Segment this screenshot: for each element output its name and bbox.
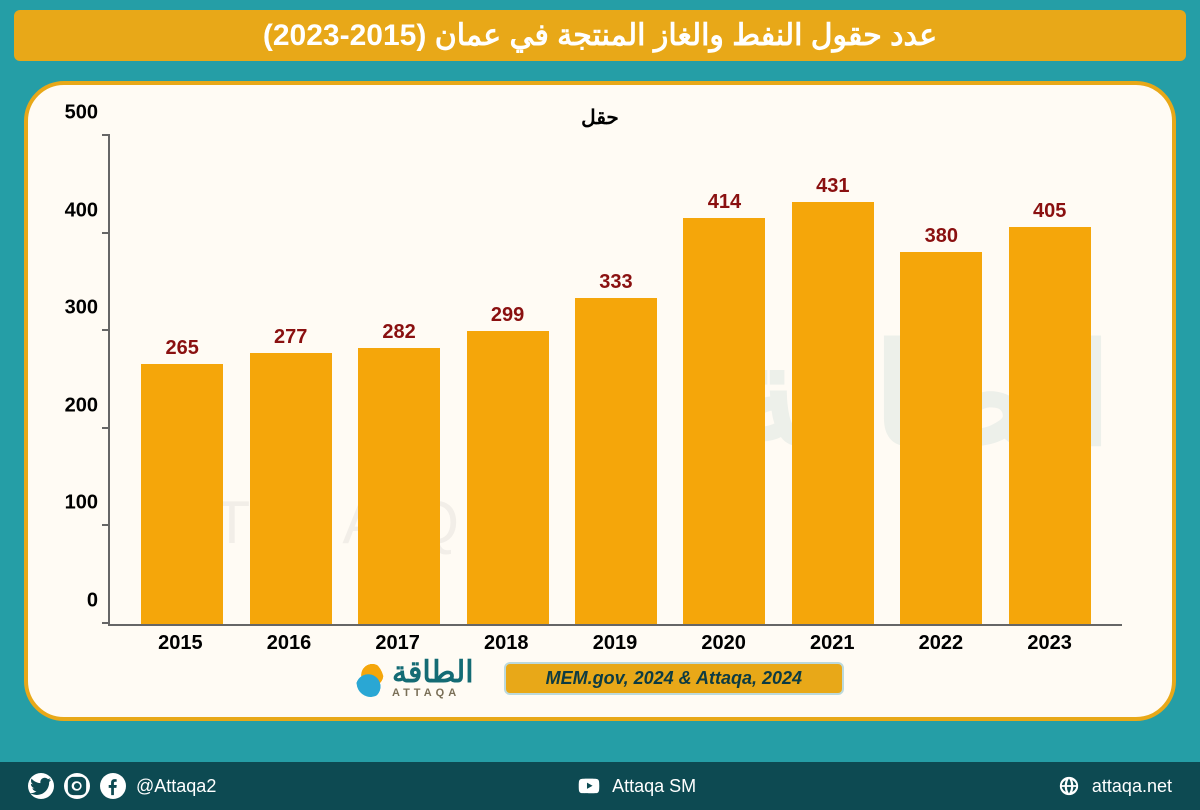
x-axis-label: 2018 (461, 632, 551, 655)
bar (1009, 227, 1091, 624)
social-center: Attaqa SM (576, 773, 696, 799)
bar-group: 431 (788, 175, 878, 624)
bar-value-label: 405 (1033, 200, 1066, 223)
bar-value-label: 380 (925, 225, 958, 248)
bar (683, 218, 765, 624)
facebook-icon (100, 773, 126, 799)
bar-value-label: 431 (816, 175, 849, 198)
bar (575, 298, 657, 624)
x-axis-label: 2020 (679, 632, 769, 655)
x-axis-labels: 2015 2016 2017 2018 2019 2020 2021 2022 2023 (108, 626, 1122, 655)
x-axis-label: 2021 (787, 632, 877, 655)
bar-group: 414 (679, 191, 769, 624)
bar-value-label: 282 (382, 321, 415, 344)
y-axis-label: 100 (65, 492, 98, 515)
y-axis-label: 200 (65, 394, 98, 417)
x-axis-label: 2017 (353, 632, 443, 655)
bar (141, 364, 223, 624)
social-left: @Attaqa2 (28, 773, 216, 799)
bar-group: 282 (354, 321, 444, 624)
brand-logo: الطاقة ATTAQA (356, 658, 474, 699)
youtube-handle: Attaqa SM (612, 776, 696, 797)
page-title: عدد حقول النفط والغاز المنتجة في عمان (2… (14, 10, 1186, 61)
website-url: attaqa.net (1092, 776, 1172, 797)
bar-group: 333 (571, 271, 661, 624)
x-axis-label: 2023 (1005, 632, 1095, 655)
footer-bar: @Attaqa2 Attaqa SM attaqa.net (0, 762, 1200, 810)
flame-icon (354, 659, 387, 699)
bar (358, 348, 440, 624)
y-tick (102, 134, 110, 136)
y-tick (102, 232, 110, 234)
youtube-icon (576, 773, 602, 799)
chart-card: الطاقة ATTAQA حقل 265 277 282 299 333 414 431 3… (24, 81, 1176, 721)
x-axis-label: 2022 (896, 632, 986, 655)
source-citation: MEM.gov, 2024 & Attaqa, 2024 (504, 662, 844, 695)
bar (792, 202, 874, 624)
x-axis-label: 2016 (244, 632, 334, 655)
social-right: attaqa.net (1056, 773, 1172, 799)
bar-group: 277 (246, 326, 336, 624)
bar (250, 353, 332, 624)
bar-value-label: 265 (166, 337, 199, 360)
x-axis-label: 2019 (570, 632, 660, 655)
brand-arabic: الطاقة (392, 658, 474, 688)
bar-value-label: 414 (708, 191, 741, 214)
globe-icon (1056, 773, 1082, 799)
bar-value-label: 277 (274, 326, 307, 349)
y-tick (102, 329, 110, 331)
x-axis-label: 2015 (135, 632, 225, 655)
bar-group: 265 (137, 337, 227, 624)
bar-group: 405 (1005, 200, 1095, 624)
brand-latin: ATTAQA (392, 688, 460, 699)
y-axis-label: 300 (65, 297, 98, 320)
y-tick (102, 524, 110, 526)
chart-series-label: حقل (68, 105, 1132, 130)
bar-group: 299 (463, 304, 553, 624)
bar-group: 380 (896, 225, 986, 624)
y-axis-label: 0 (87, 590, 98, 613)
twitter-icon (28, 773, 54, 799)
y-axis-label: 500 (65, 102, 98, 125)
bar (900, 252, 982, 624)
y-axis-label: 400 (65, 199, 98, 222)
bar-value-label: 333 (599, 271, 632, 294)
instagram-icon (64, 773, 90, 799)
bar-value-label: 299 (491, 304, 524, 327)
social-handle: @Attaqa2 (136, 776, 216, 797)
y-tick (102, 427, 110, 429)
y-tick (102, 622, 110, 624)
chart-plot-area: 265277282299333414431380405 010020030040… (108, 136, 1122, 626)
bar (467, 331, 549, 624)
